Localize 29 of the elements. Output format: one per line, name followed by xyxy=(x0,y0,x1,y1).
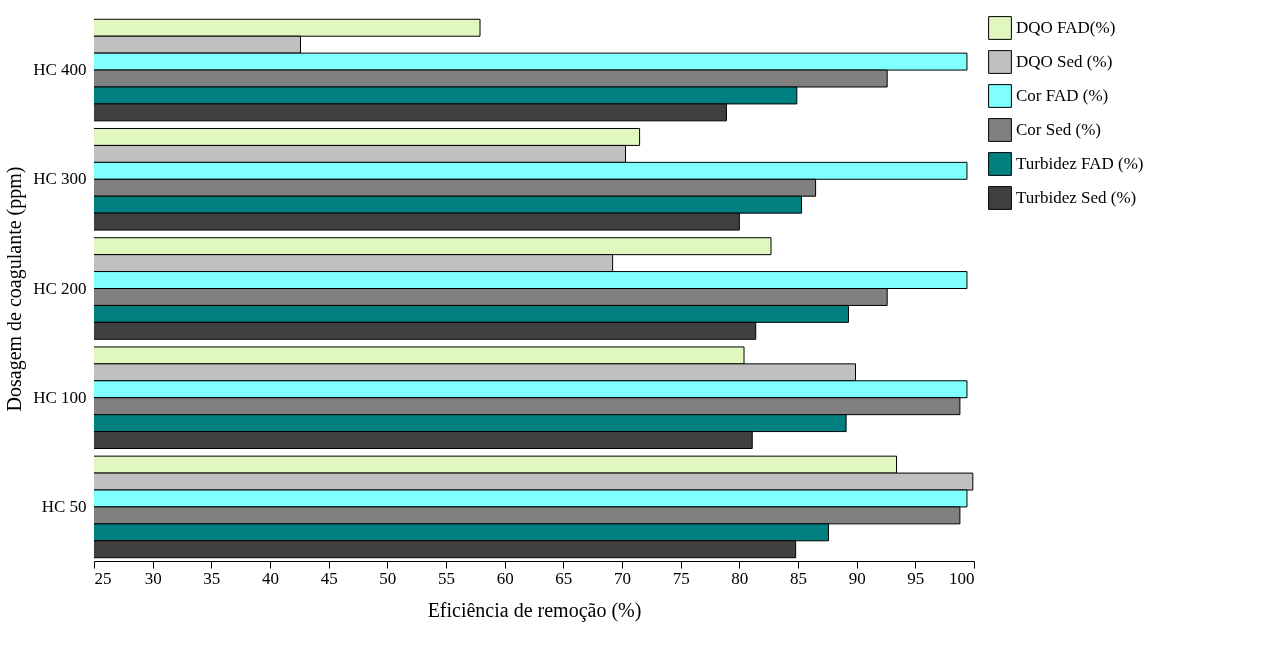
x-tick-label: 25 xyxy=(94,568,112,588)
x-tick-label: 50 xyxy=(379,568,397,588)
y-axis-title: Dosagem de coagulante (ppm) xyxy=(3,166,27,412)
x-tick-label: 80 xyxy=(731,568,749,588)
x-tick-label: 100 xyxy=(949,568,975,588)
x-tick-label: 75 xyxy=(672,568,690,588)
legend-label: Cor Sed (%) xyxy=(1016,120,1101,139)
legend-label: Cor FAD (%) xyxy=(1016,86,1109,105)
legend-label: Turbidez Sed (%) xyxy=(1016,188,1137,207)
y-tick-label: HC 50 xyxy=(41,496,87,516)
x-tick-label: 85 xyxy=(790,568,807,588)
y-tick-label: HC 200 xyxy=(33,278,87,298)
x-axis-title: Eficiência de remoção (%) xyxy=(427,598,642,622)
x-tick-label: 90 xyxy=(848,568,866,588)
legend-label: DQO FAD(%) xyxy=(1016,18,1116,37)
y-tick-label: HC 400 xyxy=(33,60,87,80)
x-tick-label: 55 xyxy=(438,568,455,588)
legend-label: DQO Sed (%) xyxy=(1016,52,1113,71)
x-tick-label: 95 xyxy=(907,568,925,588)
x-tick-label: 40 xyxy=(262,568,279,588)
x-tick-label: 45 xyxy=(320,568,338,588)
legend-label: Turbidez FAD (%) xyxy=(1016,154,1144,173)
x-tick-label: 35 xyxy=(203,568,221,588)
x-tick-label: 30 xyxy=(144,568,162,588)
y-tick-label: HC 100 xyxy=(33,387,87,407)
y-tick-label: HC 300 xyxy=(33,169,87,189)
x-tick-label: 60 xyxy=(496,568,514,588)
x-tick-label: 65 xyxy=(555,568,573,588)
x-tick-label: 70 xyxy=(614,568,631,588)
